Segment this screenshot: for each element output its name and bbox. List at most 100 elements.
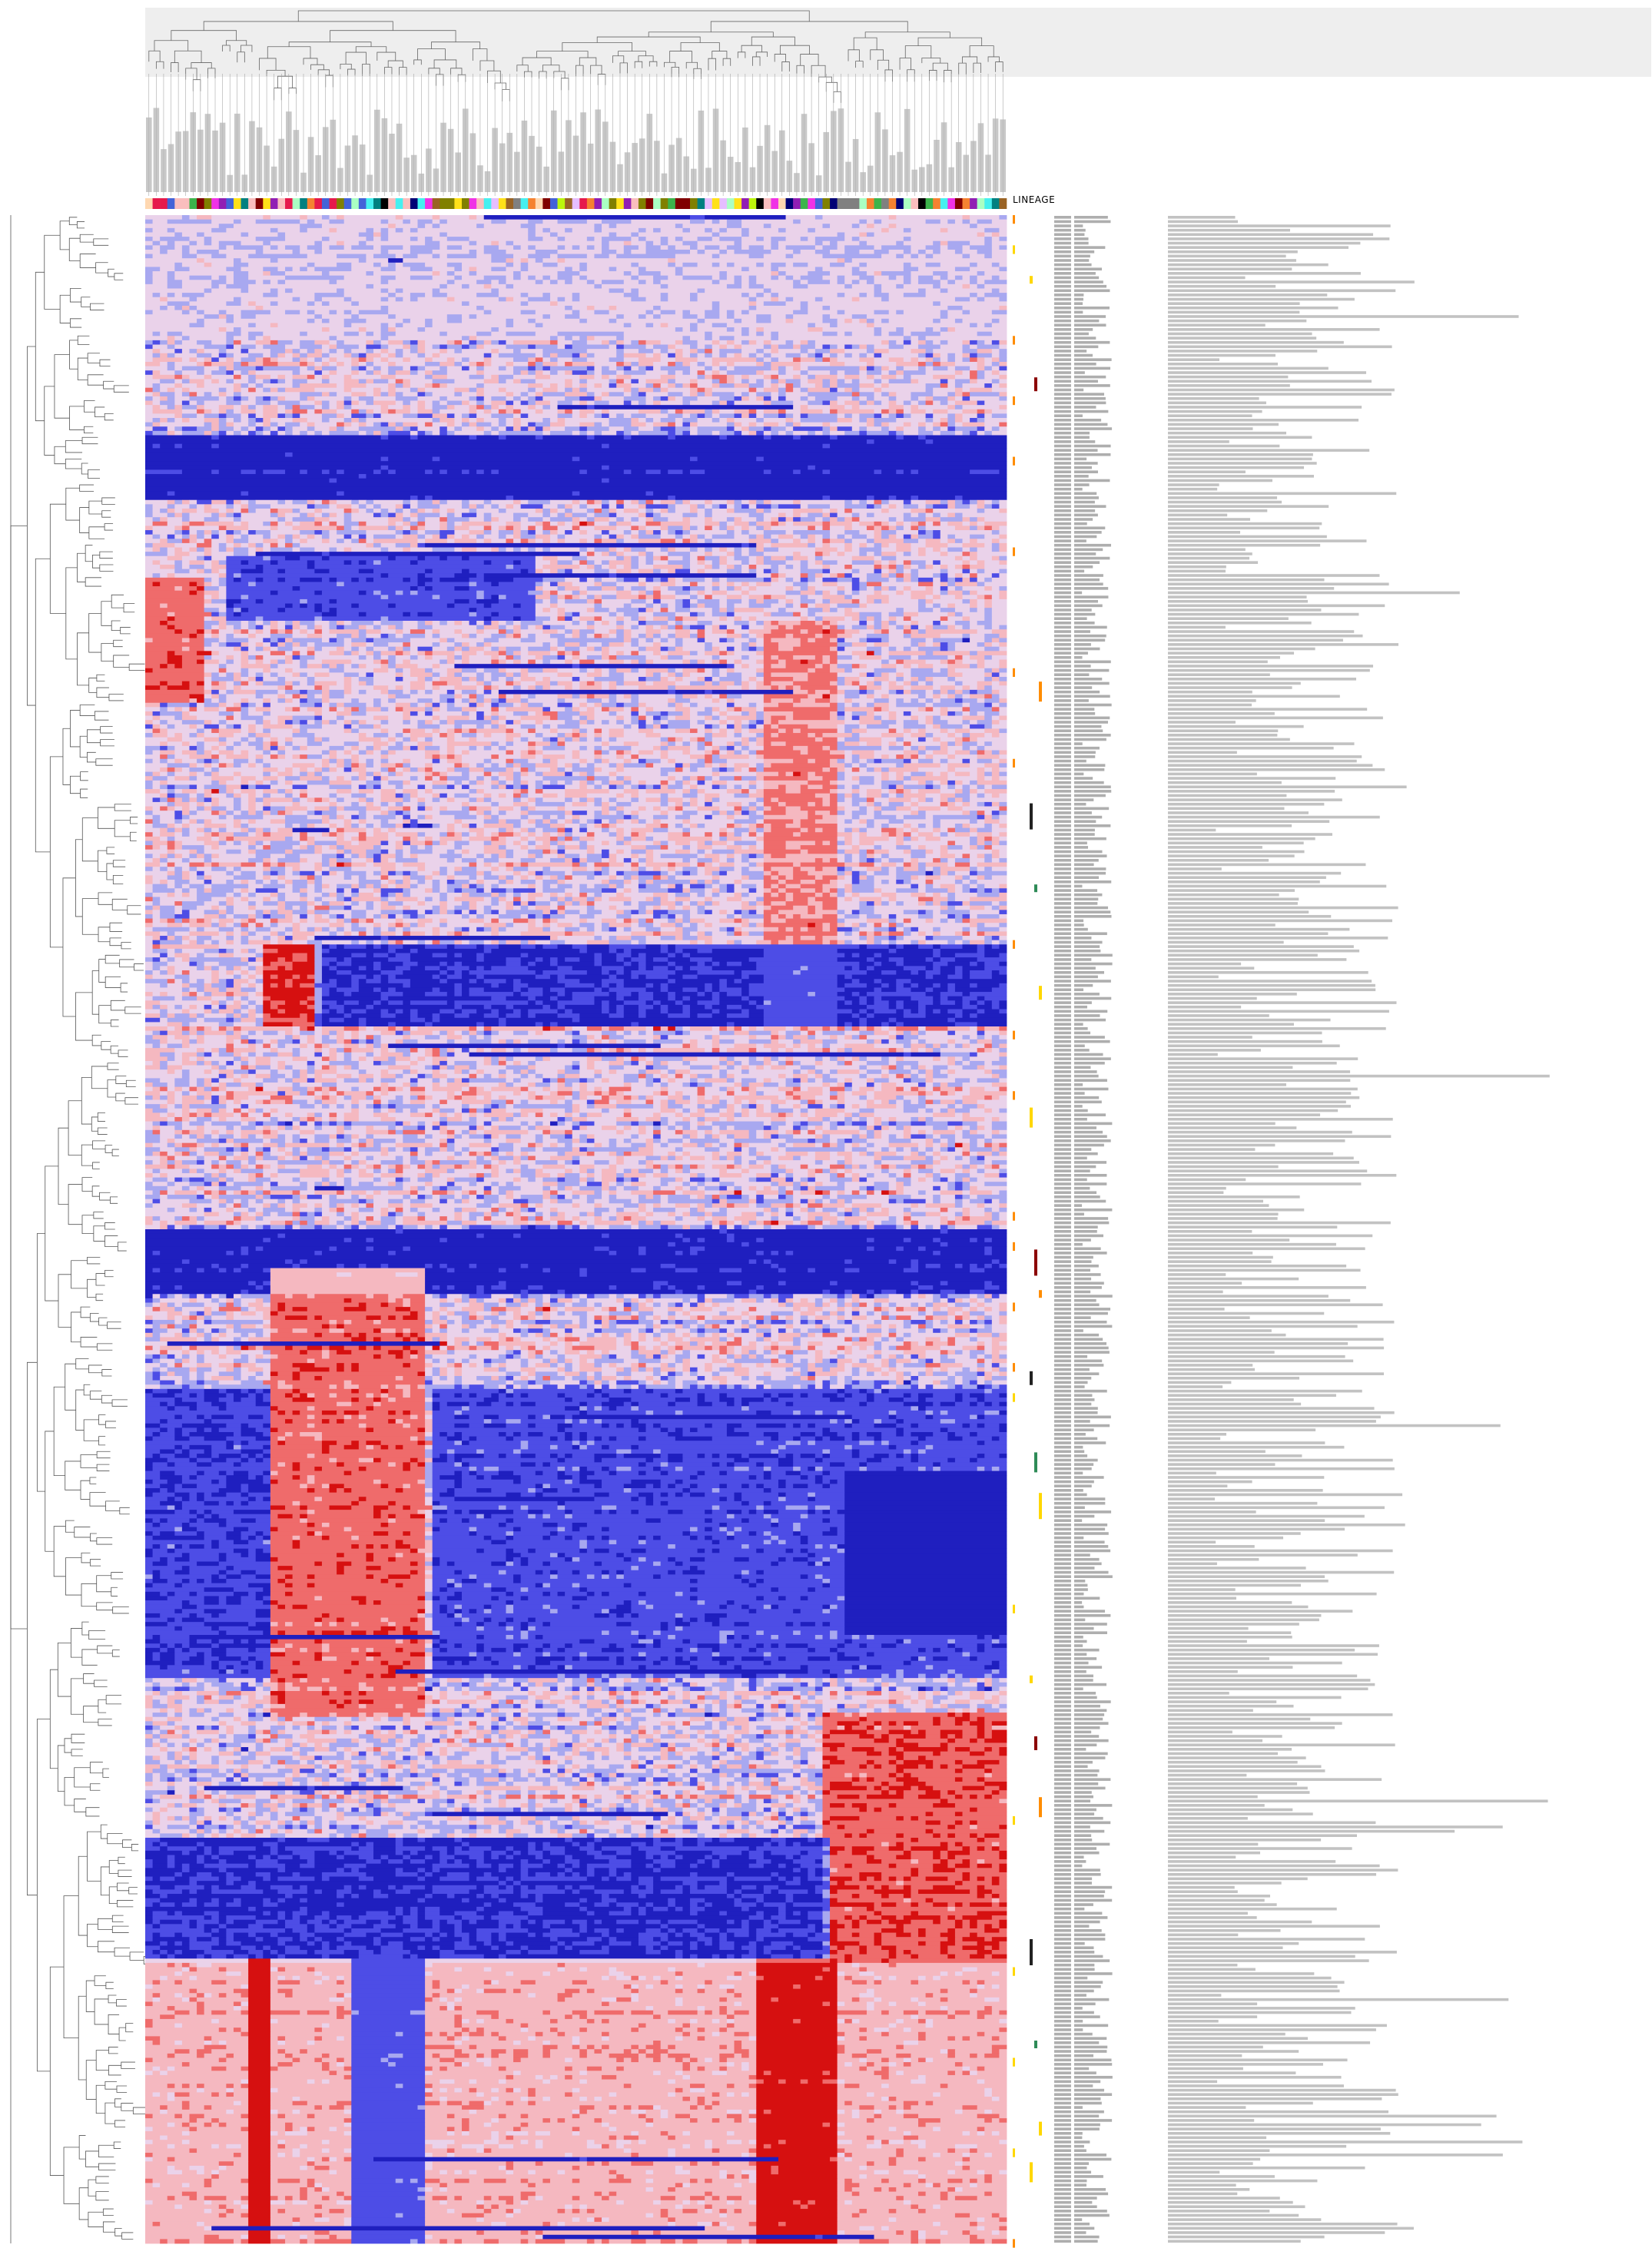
heatmap-cell (881, 413, 889, 418)
heatmap-cell (624, 314, 639, 319)
heatmap-cell (410, 370, 418, 375)
heatmap-cell (189, 401, 197, 406)
heatmap-cell (337, 228, 367, 233)
heatmap-cell (756, 517, 764, 522)
heatmap-cell (204, 530, 212, 535)
column-label (639, 138, 645, 192)
heatmap-cell (749, 379, 757, 383)
heatmap-cell (293, 413, 300, 418)
heatmap-cell (433, 250, 469, 254)
heatmap-cell (211, 237, 256, 241)
heatmap-cell (741, 340, 749, 345)
heatmap-cell (712, 276, 720, 280)
heatmap-cell (381, 327, 389, 332)
heatmap-cell (756, 362, 764, 366)
heatmap-cell (844, 293, 860, 297)
heatmap-cell (992, 543, 1000, 548)
heatmap-cell (174, 548, 182, 552)
heatmap-cell (602, 409, 609, 414)
heatmap-cell (579, 375, 595, 380)
heatmap-cell (874, 379, 882, 383)
heatmap-cell (499, 297, 506, 302)
heatmap-cell (277, 353, 285, 358)
heatmap-cell (756, 332, 764, 337)
heatmap-cell (771, 297, 778, 302)
heatmap-cell (609, 466, 808, 470)
heatmap-cell (801, 396, 808, 401)
heatmap-cell (263, 366, 300, 371)
heatmap-cell (977, 224, 1007, 228)
heatmap-cell (771, 522, 778, 526)
column-label (220, 123, 226, 192)
heatmap-cell (764, 332, 771, 337)
heatmap-cell (174, 513, 182, 518)
heatmap-cell (947, 383, 955, 388)
heatmap-cell (808, 306, 823, 310)
heatmap-cell (153, 349, 161, 353)
heatmap-cell (712, 504, 720, 509)
heatmap-cell (594, 539, 602, 543)
heatmap-cell (366, 237, 373, 241)
heatmap-cell (587, 349, 617, 353)
heatmap-cell (838, 258, 845, 263)
heatmap-cell (764, 423, 779, 427)
heatmap-cell (624, 332, 705, 337)
heatmap-cell (263, 548, 270, 552)
heatmap-cell (359, 379, 367, 383)
heatmap-cell (940, 535, 948, 539)
heatmap-cell (801, 379, 808, 383)
heatmap-cell (668, 396, 675, 401)
heatmap-cell (690, 250, 698, 254)
heatmap-cell (174, 267, 190, 271)
heatmap-cell (381, 388, 389, 393)
heatmap-cell (911, 526, 918, 530)
heatmap-cell (248, 254, 307, 259)
heatmap-cell (425, 423, 433, 427)
heatmap-cell (698, 297, 749, 302)
heatmap-cell (174, 413, 182, 418)
heatmap-cell (277, 245, 285, 250)
heatmap-cell (778, 349, 801, 353)
heatmap-cell (550, 548, 580, 552)
heatmap-cell (219, 423, 227, 427)
heatmap-cell (977, 276, 993, 280)
heatmap-cell (145, 522, 153, 526)
heatmap-cell (454, 526, 469, 530)
heatmap-cell (204, 423, 212, 427)
heatmap-cell (579, 383, 587, 388)
heatmap-cell (675, 353, 683, 358)
heatmap-cell (764, 237, 771, 241)
heatmap-cell (675, 383, 683, 388)
heatmap-cell (521, 258, 529, 263)
heatmap-cell (418, 509, 426, 513)
column-label (190, 112, 196, 192)
heatmap-cell (999, 375, 1007, 380)
heatmap-cell (256, 250, 264, 254)
heatmap-cell (727, 271, 771, 276)
heatmap-cell (344, 340, 367, 345)
heatmap-cell (550, 426, 566, 431)
heatmap-cell (153, 310, 183, 315)
heatmap-cell (322, 375, 330, 380)
heatmap-cell (741, 224, 764, 228)
heatmap-cell (270, 379, 278, 383)
heatmap-cell (484, 388, 499, 393)
heatmap-cell (801, 353, 808, 358)
heatmap-cell (410, 349, 418, 353)
heatmap-cell (904, 552, 911, 556)
heatmap-cell (433, 496, 506, 500)
heatmap-cell (410, 435, 418, 439)
column-label (771, 151, 778, 192)
heatmap-cell (594, 522, 609, 526)
column-label (867, 166, 874, 192)
heatmap-cell (366, 392, 373, 396)
heatmap-cell (624, 539, 639, 543)
heatmap-cell (587, 267, 609, 271)
heatmap-cell (992, 245, 1000, 250)
heatmap-cell (838, 232, 845, 237)
heatmap-cell (822, 401, 830, 406)
heatmap-cell (322, 319, 330, 323)
heatmap-cell (513, 362, 529, 366)
heatmap-cell (690, 370, 698, 375)
heatmap-cell (410, 319, 426, 323)
